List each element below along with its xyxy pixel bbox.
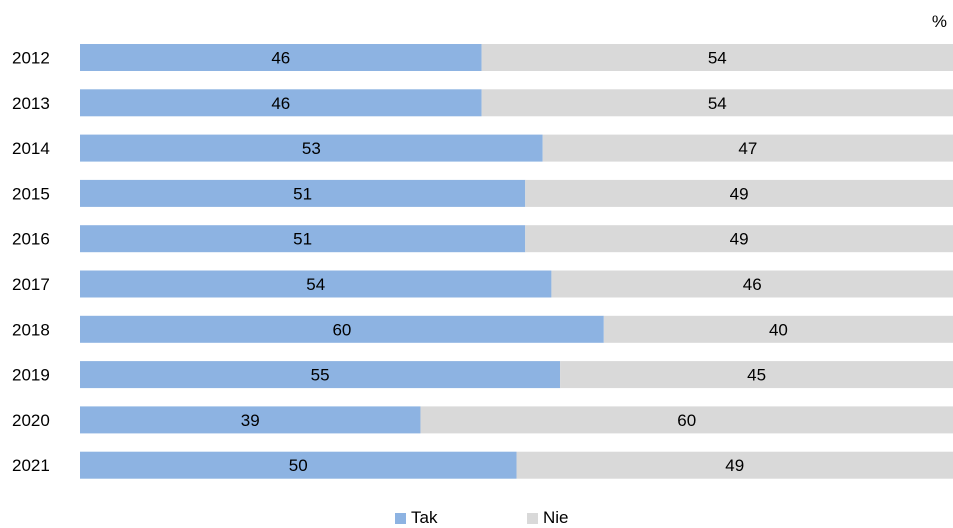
category-label-2014: 2014 [12, 139, 50, 158]
data-label-tak-2018: 60 [332, 320, 351, 339]
category-label-2018: 2018 [12, 320, 50, 339]
legend-item-tak: Tak [395, 508, 437, 528]
data-label-tak-2015: 51 [293, 184, 312, 203]
category-label-2017: 2017 [12, 275, 50, 294]
data-label-nie-2014: 47 [738, 139, 757, 158]
category-label-2012: 2012 [12, 49, 50, 68]
legend-swatch-tak [395, 513, 406, 524]
category-label-2020: 2020 [12, 411, 50, 430]
data-label-tak-2020: 39 [241, 411, 260, 430]
legend-swatch-nie [527, 513, 538, 524]
data-label-nie-2021: 49 [725, 456, 744, 475]
unit-label: % [932, 12, 947, 32]
data-label-nie-2012: 54 [708, 49, 727, 68]
data-label-nie-2020: 60 [677, 411, 696, 430]
data-label-nie-2017: 46 [743, 275, 762, 294]
data-label-tak-2021: 50 [289, 456, 308, 475]
data-label-tak-2016: 51 [293, 230, 312, 249]
legend-label-nie: Nie [543, 508, 569, 528]
data-label-nie-2016: 49 [730, 230, 749, 249]
category-label-2019: 2019 [12, 366, 50, 385]
legend: Tak Nie [0, 508, 953, 528]
legend-label-tak: Tak [411, 508, 437, 528]
data-label-nie-2019: 45 [747, 366, 766, 385]
data-label-tak-2014: 53 [302, 139, 321, 158]
category-label-2013: 2013 [12, 94, 50, 113]
data-label-tak-2012: 46 [271, 49, 290, 68]
data-label-tak-2017: 54 [306, 275, 325, 294]
category-label-2021: 2021 [12, 456, 50, 475]
data-label-nie-2013: 54 [708, 94, 727, 113]
category-label-2016: 2016 [12, 230, 50, 249]
legend-item-nie: Nie [527, 508, 569, 528]
data-label-nie-2015: 49 [730, 184, 749, 203]
data-label-tak-2013: 46 [271, 94, 290, 113]
data-label-nie-2018: 40 [769, 320, 788, 339]
data-label-tak-2019: 55 [311, 366, 330, 385]
category-label-2015: 2015 [12, 184, 50, 203]
